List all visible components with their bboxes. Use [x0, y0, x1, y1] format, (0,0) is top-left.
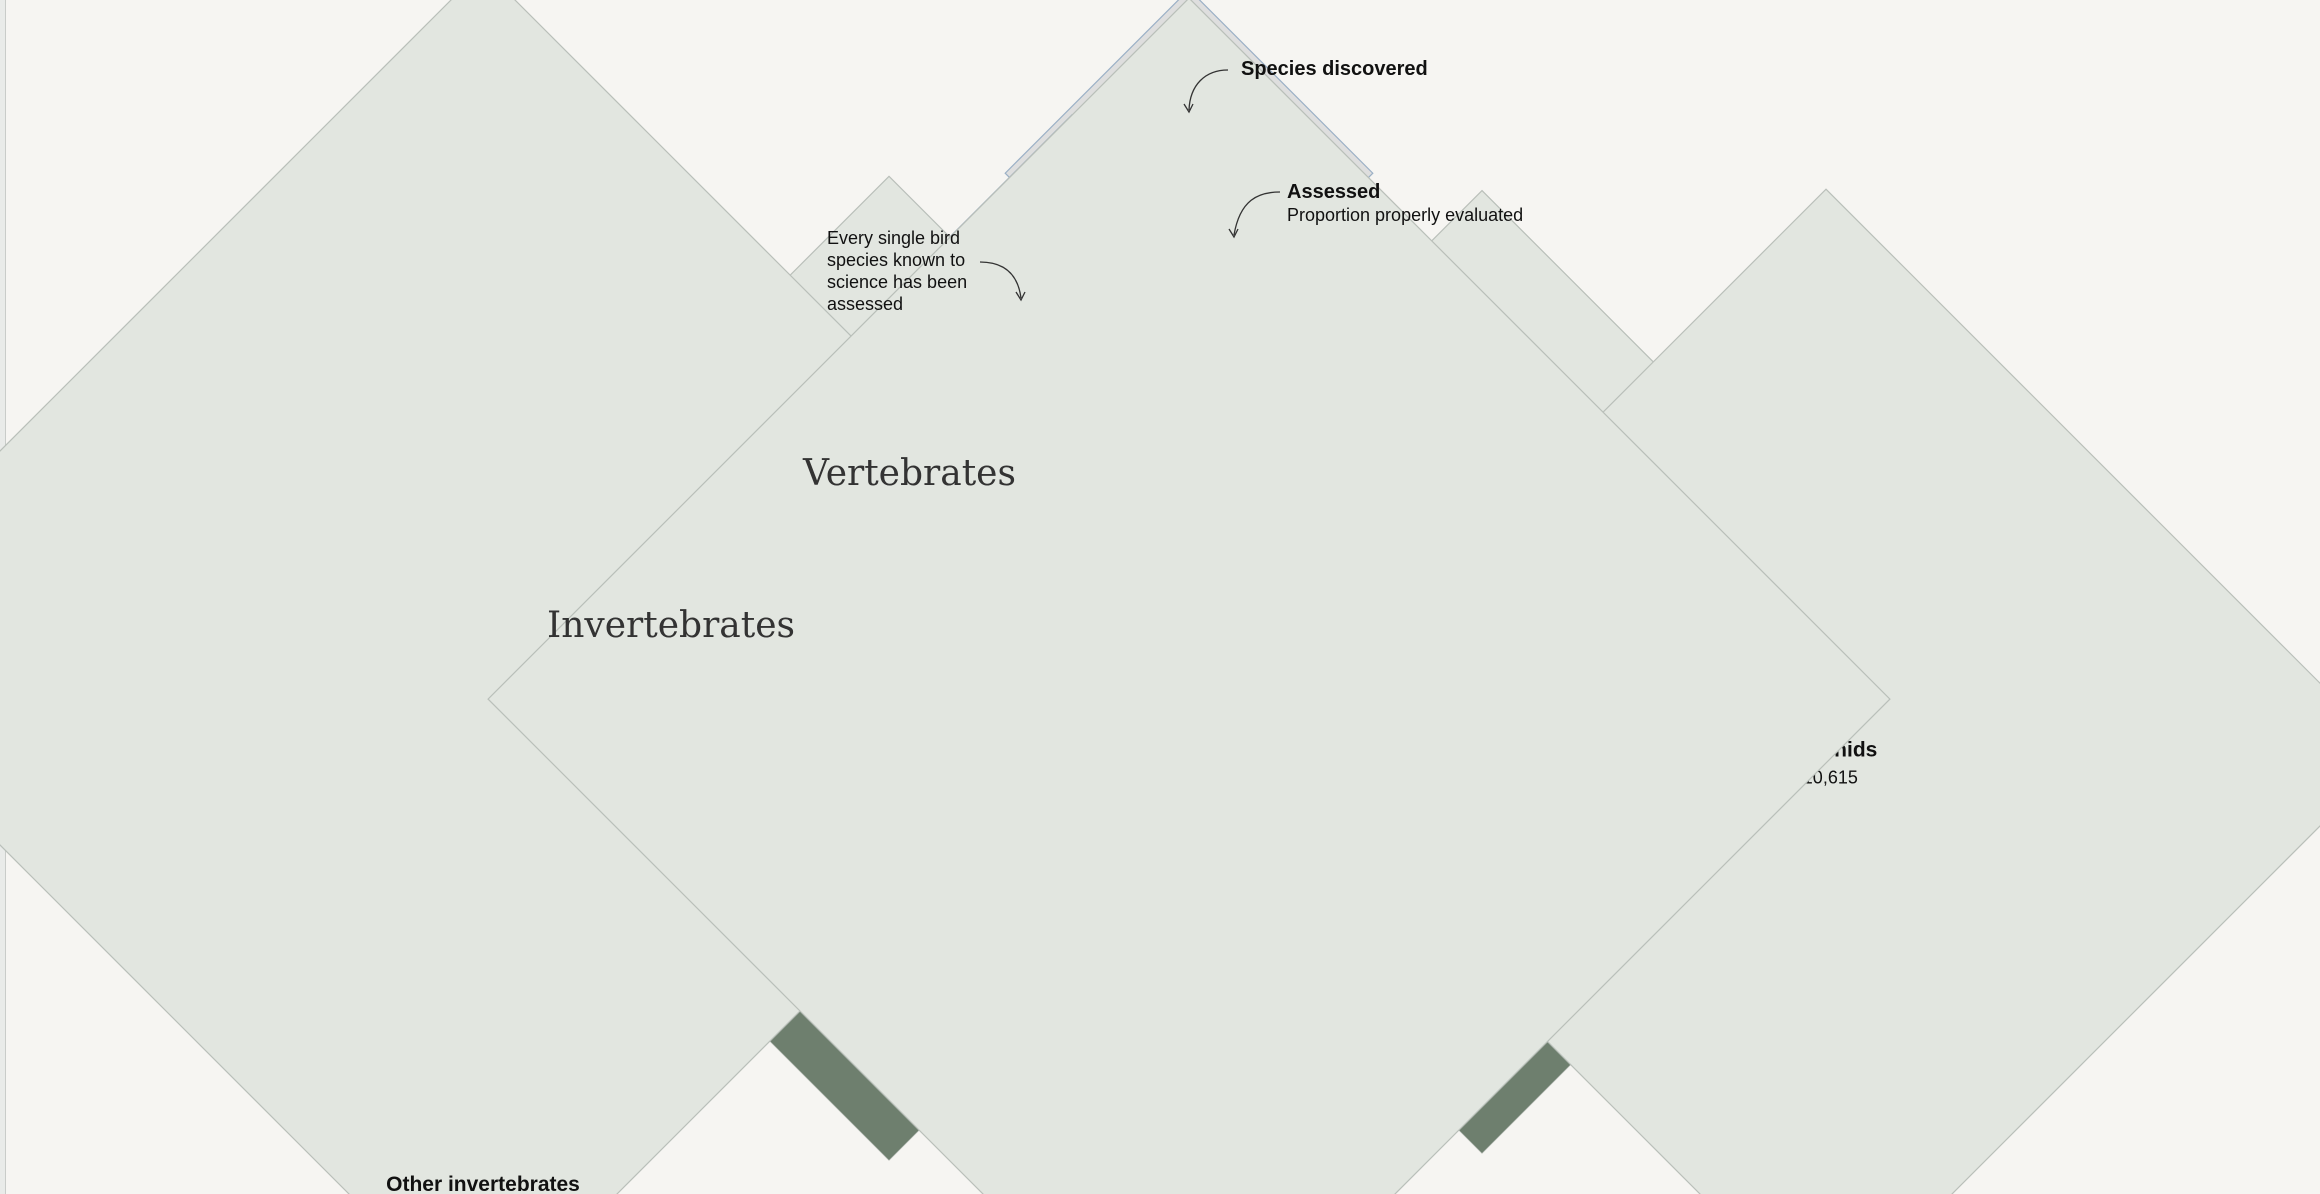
assessed-title: Assessed [1287, 181, 1380, 203]
birds-note-line-2: species known to [827, 250, 965, 270]
assessed-annotation: Assessed Proportion properly evaluated [1228, 181, 1523, 239]
birds-note-annotation: Every single bird species known to scien… [827, 228, 1026, 314]
species-discovered-arrow [1188, 69, 1229, 111]
other-invertebrates-label: Other invertebrates [386, 1173, 580, 1194]
birds-note-line-4: assessed [827, 294, 903, 314]
invertebrates-title: Invertebrates [547, 605, 795, 646]
assessed-subtitle: Proportion properly evaluated [1287, 205, 1523, 225]
species-discovered-label: Species discovered [1241, 58, 1428, 80]
vertebrates-title: Vertebrates [802, 453, 1016, 494]
birds-note-arrow [979, 261, 1022, 299]
assessed-arrow [1233, 191, 1281, 236]
birds-note-line-3: science has been [827, 272, 967, 292]
assessed-arrowhead [1228, 228, 1239, 239]
birds-note-line-1: Every single bird [827, 228, 960, 248]
birds-note-arrowhead [1015, 291, 1026, 302]
unnamed-discovered-diamond [487, 0, 1891, 1194]
species-discovered-arrowhead [1183, 103, 1194, 114]
species-discovered-annotation: Species discovered [1183, 58, 1428, 114]
